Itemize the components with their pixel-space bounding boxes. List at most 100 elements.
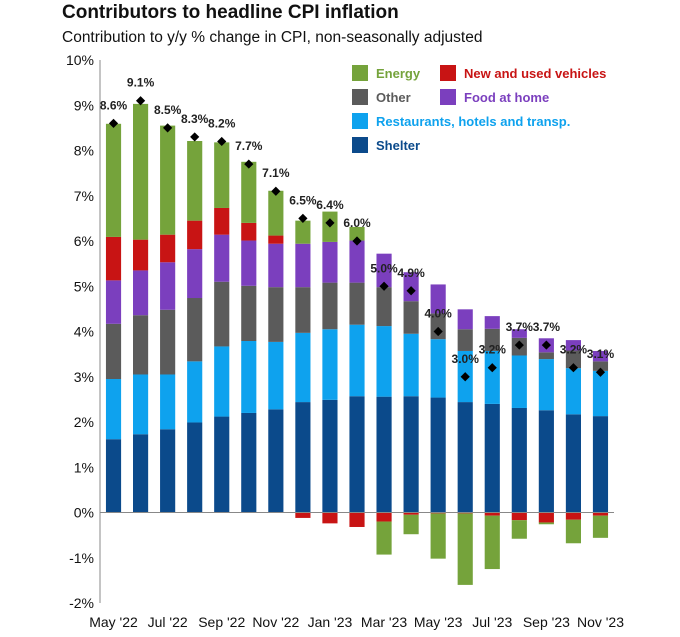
bar-vehicles-8	[322, 512, 338, 524]
bar-vehicles-10	[376, 512, 392, 522]
bar-shelter-5	[241, 412, 257, 513]
bar-shelter-9	[349, 396, 365, 513]
legend-label-energy: Energy	[376, 66, 421, 81]
legend-label-shelter: Shelter	[376, 138, 420, 153]
bar-vehicles-16	[538, 512, 554, 523]
bar-shelter-10	[376, 396, 392, 513]
bar-restaurants-3	[187, 361, 203, 423]
x-tick-label: Nov '23	[577, 614, 624, 630]
bar-food-10	[376, 253, 392, 288]
bar-other-17	[565, 350, 581, 369]
bar-other-16	[538, 352, 554, 360]
bar-energy-13	[457, 513, 473, 585]
x-tick-label: Jul '23	[472, 614, 512, 630]
bar-restaurants-16	[538, 359, 554, 411]
x-tick-label: May '22	[89, 614, 138, 630]
bar-restaurants-2	[160, 374, 176, 430]
bar-energy-6	[268, 190, 284, 236]
bar-energy-10	[376, 521, 392, 555]
bar-energy-9	[349, 226, 365, 241]
bar-food-7	[295, 243, 311, 288]
bar-restaurants-0	[105, 379, 122, 440]
bar-shelter-17	[565, 414, 581, 513]
headline-marker-14	[487, 363, 497, 373]
bar-vehicles-18	[592, 512, 609, 516]
bar-vehicles-15	[511, 512, 527, 521]
bar-other-1	[133, 315, 149, 375]
headline-marker-2	[163, 123, 173, 133]
bar-energy-11	[403, 514, 419, 535]
bar-food-15	[511, 329, 527, 338]
legend-label-other: Other	[376, 90, 411, 105]
bar-restaurants-18	[592, 370, 609, 417]
y-tick-label: 10%	[66, 52, 94, 68]
headline-label-3: 8.3%	[181, 112, 209, 126]
bar-energy-4	[214, 142, 230, 208]
headline-label-15: 3.7%	[506, 320, 534, 334]
headline-label-1: 9.1%	[127, 76, 155, 90]
bar-restaurants-10	[376, 326, 392, 397]
y-tick-label: 8%	[74, 143, 94, 159]
headline-label-10: 5.0%	[370, 261, 398, 275]
bar-other-11	[403, 301, 419, 334]
bar-restaurants-12	[430, 339, 446, 398]
bar-shelter-13	[457, 402, 473, 513]
bar-restaurants-6	[268, 341, 284, 410]
headline-marker-13	[460, 372, 470, 382]
y-tick-label: 9%	[74, 97, 94, 113]
legend-label-food: Food at home	[464, 90, 549, 105]
headline-layer: 8.6% 9.1% 8.5%8.3% 8.2% 7.7% 7.1% 6.5% 6.4% 6.0%…	[100, 76, 615, 382]
bar-other-4	[214, 281, 230, 347]
bar-other-7	[295, 287, 311, 333]
legend-swatch-vehicles	[440, 65, 456, 81]
y-tick-label: 4%	[74, 324, 94, 340]
bar-other-6	[268, 287, 284, 342]
bar-other-13	[457, 329, 473, 351]
chart-subtitle: Contribution to y/y % change in CPI, non…	[62, 29, 483, 46]
bar-vehicles-4	[214, 207, 230, 235]
headline-marker-8	[325, 218, 335, 228]
headline-label-8: 6.4%	[316, 198, 344, 212]
headline-label-14: 3.2%	[479, 343, 507, 357]
x-tick-label: Nov '22	[252, 614, 299, 630]
axes-layer: 10% 9% 8% 7% 6% 5% 4% 3% 2% 1% 0% -1% -2% May '22 Jul …	[66, 52, 624, 630]
bar-food-3	[187, 249, 203, 299]
bar-vehicles-0	[105, 236, 122, 281]
bar-energy-5	[241, 161, 257, 223]
bar-food-1	[133, 270, 149, 316]
y-tick-label: 6%	[74, 233, 94, 249]
bar-food-0	[105, 280, 122, 324]
bar-food-9	[349, 240, 365, 283]
bar-vehicles-7	[295, 512, 311, 518]
headline-label-16: 3.7%	[533, 320, 561, 334]
bar-shelter-0	[105, 439, 122, 513]
bar-food-17	[565, 340, 581, 351]
x-tick-label: Jul '22	[148, 614, 188, 630]
legend-swatch-restaurants	[352, 113, 368, 129]
headline-marker-10	[379, 281, 389, 291]
headline-marker-4	[217, 136, 227, 147]
headline-label-12: 4.0%	[424, 307, 452, 321]
bar-other-14	[484, 328, 500, 351]
bar-shelter-4	[214, 416, 230, 513]
x-tick-label: Mar '23	[361, 614, 407, 630]
headline-label-18: 3.1%	[587, 347, 615, 361]
bar-layer	[105, 103, 609, 585]
bar-shelter-12	[430, 397, 446, 513]
bar-energy-3	[187, 141, 203, 221]
headline-marker-1	[135, 96, 146, 106]
y-tick-label: 2%	[74, 414, 94, 430]
headline-marker-3	[190, 132, 200, 142]
bar-other-9	[349, 282, 365, 325]
headline-label-13: 3.0%	[452, 352, 480, 366]
x-tick-label: Jan '23	[308, 614, 353, 630]
bar-food-8	[322, 241, 338, 283]
bar-other-5	[241, 285, 257, 341]
headline-label-0: 8.6%	[100, 98, 128, 112]
bar-shelter-11	[403, 396, 419, 513]
legend-swatch-energy	[352, 65, 368, 81]
headline-label-7: 6.5%	[289, 193, 317, 207]
bar-shelter-8	[322, 399, 338, 513]
bar-shelter-6	[268, 409, 284, 513]
